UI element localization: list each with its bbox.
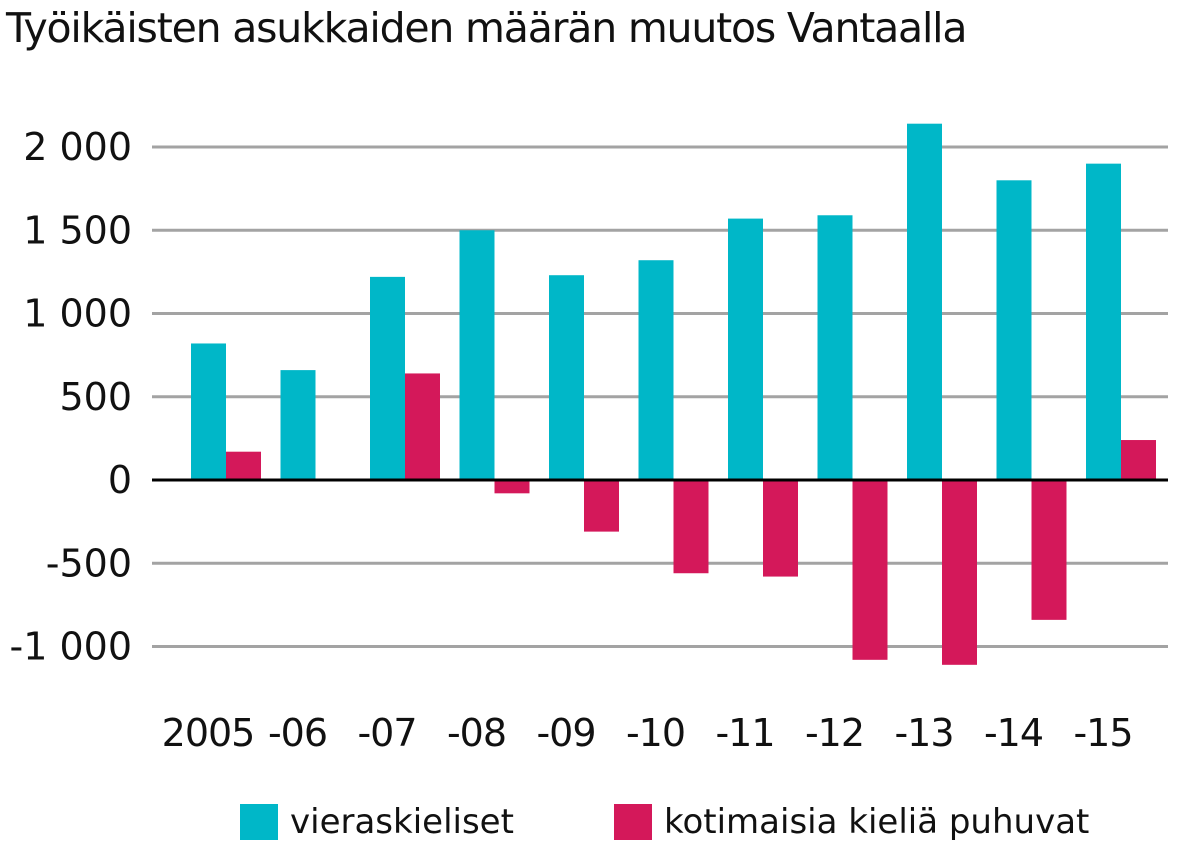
bar-vieraskieliset-6 bbox=[728, 218, 763, 480]
y-tick-label: 1 000 bbox=[23, 292, 132, 336]
y-axis-tick-labels: 2 000 1 500 1 000 500 0 -500 -1 000 bbox=[10, 125, 133, 669]
bar-kotimaisia-10 bbox=[1121, 440, 1156, 480]
x-tick-label: -15 bbox=[1073, 711, 1132, 755]
x-tick-label: -14 bbox=[984, 711, 1043, 755]
x-tick-label: -06 bbox=[268, 711, 327, 755]
y-tick-label: -1 000 bbox=[10, 625, 133, 669]
legend-swatch-vieraskieliset bbox=[240, 804, 278, 840]
bar-vieraskieliset-3 bbox=[459, 230, 495, 480]
bar-kotimaisia-4 bbox=[584, 480, 619, 532]
x-tick-label: -10 bbox=[626, 711, 685, 755]
bar-vieraskieliset-1 bbox=[280, 370, 316, 480]
x-tick-label: 2005 bbox=[162, 711, 255, 755]
bar-vieraskieliset-5 bbox=[638, 260, 674, 480]
legend-item-vieraskieliset: vieraskieliset bbox=[240, 800, 514, 844]
x-tick-label: -13 bbox=[894, 711, 953, 755]
bar-kotimaisia-0 bbox=[226, 451, 261, 480]
y-tick-label: 500 bbox=[59, 375, 132, 419]
x-axis-tick-labels: 2005 -06 -07 -08 -09 -10 -11 -12 -13 -14 -15 bbox=[162, 711, 1134, 755]
x-tick-label: -07 bbox=[357, 711, 416, 755]
y-tick-label: 2 000 bbox=[23, 125, 132, 169]
bars bbox=[191, 123, 1156, 665]
legend-swatch-kotimaisia-kielia-puhuvat bbox=[614, 804, 652, 840]
x-tick-label: -11 bbox=[715, 711, 774, 755]
y-tick-label: 1 500 bbox=[23, 208, 132, 252]
x-tick-label: -08 bbox=[447, 711, 506, 755]
bar-kotimaisia-7 bbox=[852, 480, 888, 660]
bar-vieraskieliset-0 bbox=[191, 343, 226, 480]
bar-kotimaisia-9 bbox=[1031, 480, 1067, 620]
bar-kotimaisia-8 bbox=[942, 480, 977, 665]
bar-kotimaisia-6 bbox=[763, 480, 798, 577]
bar-vieraskieliset-2 bbox=[370, 276, 405, 480]
bar-vieraskieliset-9 bbox=[996, 180, 1032, 481]
legend-label-kotimaisia-kielia-puhuvat: kotimaisia kieliä puhuvat bbox=[664, 802, 1090, 842]
chart-title: Työikäisten asukkaiden määrän muutos Van… bbox=[6, 4, 967, 52]
x-tick-label: -12 bbox=[805, 711, 864, 755]
bar-vieraskieliset-4 bbox=[549, 275, 584, 480]
legend-label-vieraskieliset: vieraskieliset bbox=[290, 802, 514, 842]
bar-vieraskieliset-7 bbox=[817, 215, 853, 480]
bar-vieraskieliset-10 bbox=[1086, 163, 1121, 480]
y-tick-label: -500 bbox=[46, 541, 132, 585]
x-tick-label: -09 bbox=[536, 711, 595, 755]
legend-item-kotimaisia-kielia-puhuvat: kotimaisia kieliä puhuvat bbox=[614, 800, 1089, 844]
y-tick-label: 0 bbox=[108, 458, 132, 502]
bar-kotimaisia-3 bbox=[494, 480, 530, 494]
legend: vieraskieliset kotimaisia kieliä puhuvat bbox=[0, 800, 1199, 844]
bar-vieraskieliset-8 bbox=[907, 123, 942, 480]
bar-kotimaisia-2 bbox=[405, 373, 440, 480]
bar-kotimaisia-5 bbox=[673, 480, 709, 574]
